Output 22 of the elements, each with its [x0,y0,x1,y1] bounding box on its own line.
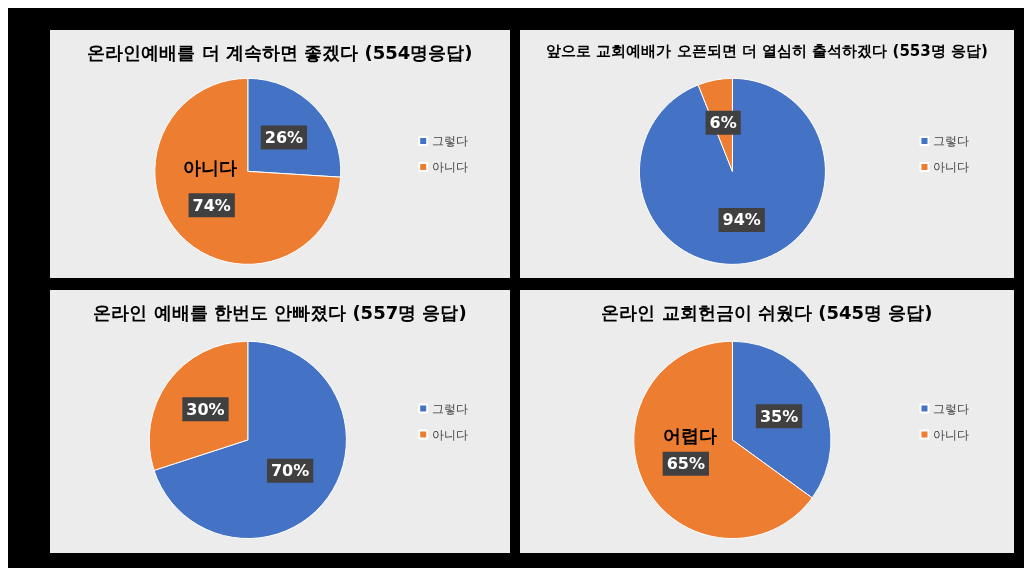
data-label: 74% [192,195,231,215]
legend-label: 아니다 [432,160,469,174]
data-label: 30% [186,399,225,419]
chart-title: 온라인예배를 더 계속하면 좋겠다 (554명응답) [87,41,473,63]
data-label: 35% [759,406,799,426]
legend-label: 그렇다 [432,134,469,148]
chart-title: 앞으로 교회예배가 오픈되면 더 열심히 출석하겠다 (553명 응답) [546,41,988,60]
legend-label: 아니다 [933,160,970,174]
legend-label: 아니다 [432,427,469,442]
data-label: 6% [709,113,737,133]
data-label: 65% [666,454,705,474]
legend-label: 아니다 [933,427,970,442]
legend-label: 그렇다 [933,401,970,416]
chart-title: 온라인 예배를 한번도 안빠졌다 (557명 응답) [93,301,467,323]
legend-label: 그렇다 [933,134,970,148]
text: 아니다 [183,157,238,179]
data-label: 70% [270,461,310,481]
text: 어렵다 [663,425,718,447]
data-label: 26% [264,127,304,147]
chart-title: 온라인 교회헌금이 쉬웠다 (545명 응답) [601,301,933,323]
data-label: 94% [722,210,761,230]
legend-label: 그렇다 [432,401,469,416]
